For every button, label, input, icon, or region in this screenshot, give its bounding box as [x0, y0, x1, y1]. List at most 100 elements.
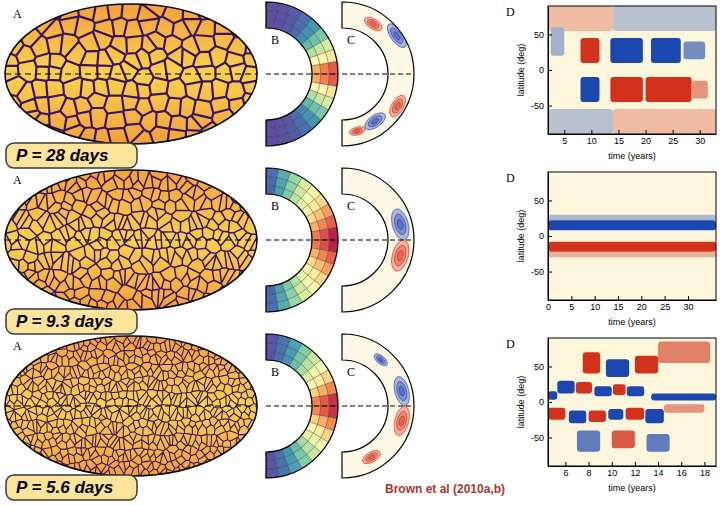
period-text: P = 5.6 days — [16, 478, 113, 497]
field-cell — [608, 409, 623, 420]
tick-label: 15 — [613, 302, 623, 312]
shell-band — [328, 406, 338, 419]
field-cell — [651, 393, 716, 400]
downflow-lanes — [0, 165, 262, 315]
tick-mark — [658, 462, 659, 466]
field-cell — [548, 215, 716, 221]
tick-mark — [589, 462, 590, 466]
field-cell — [645, 409, 664, 423]
tick-label: 0 — [539, 397, 544, 407]
shell-band — [266, 351, 275, 360]
field-cell — [627, 386, 644, 396]
tick: -50 — [531, 267, 552, 277]
y-axis: -50050 — [531, 173, 552, 301]
plot-area — [548, 338, 716, 466]
field-contour — [375, 354, 386, 365]
shell-band — [320, 63, 329, 74]
period-label: P = 28 days — [6, 143, 137, 168]
tick-mark — [618, 296, 619, 300]
field-cell — [548, 252, 716, 258]
panel-letter: B — [271, 33, 279, 47]
field-contour — [396, 219, 404, 231]
period-text: P = 28 days — [16, 146, 108, 165]
tick-mark — [704, 462, 705, 466]
panel-letter: C — [347, 365, 355, 379]
tick: 50 — [534, 30, 552, 40]
shell-outline — [266, 334, 338, 478]
plot-frame — [548, 338, 716, 466]
tick-label: 20 — [637, 302, 647, 312]
field-cell — [548, 242, 716, 252]
tick-mark — [548, 272, 552, 273]
rotation-profile — [266, 168, 338, 312]
field-contour — [392, 31, 401, 41]
credit: Brown et al (2010a,b) — [385, 482, 505, 496]
field-cell — [569, 411, 586, 424]
field-contour — [395, 380, 409, 401]
tick-mark — [635, 462, 636, 466]
plot-area — [548, 172, 716, 300]
x-axis: 051015202530 — [546, 296, 717, 312]
shell-band — [266, 136, 279, 146]
shell-band — [266, 334, 279, 344]
field-cell — [612, 430, 635, 448]
tick-mark — [548, 34, 552, 35]
tick: 6 — [563, 462, 568, 478]
panel-letter: C — [347, 199, 355, 213]
tick: 10 — [590, 296, 600, 312]
field-contour — [349, 125, 367, 137]
field-contour — [362, 14, 384, 33]
shell-band — [266, 302, 279, 312]
shell-band — [328, 393, 338, 406]
field-cell — [577, 430, 600, 451]
equator-line — [342, 406, 414, 407]
tick-label: 14 — [654, 468, 664, 478]
panel-letter: A — [13, 339, 22, 353]
panel-letter: D — [506, 5, 515, 19]
x-axis: 51015202530 — [549, 130, 717, 146]
shell-band — [328, 74, 338, 87]
field-contour — [366, 18, 381, 31]
field-contour — [360, 448, 382, 467]
field-contour — [368, 454, 375, 460]
shell-band — [311, 74, 320, 83]
shell-outline — [266, 2, 338, 146]
field-cell — [635, 356, 658, 374]
field-cell — [610, 77, 643, 102]
panel-letter: A — [13, 173, 22, 187]
tick-mark — [548, 200, 552, 201]
y-axis: -50050 — [531, 339, 552, 467]
field-cell — [613, 109, 716, 134]
field-contour — [394, 102, 401, 111]
tick-mark — [548, 236, 552, 237]
plot-frame — [548, 172, 716, 300]
panel-letter: D — [506, 337, 515, 351]
shell-band — [328, 61, 338, 74]
panel-letter: C — [347, 33, 355, 47]
panel-letter: D — [506, 171, 515, 185]
x-axis: 681012141618 — [549, 462, 717, 478]
tick: 30 — [683, 296, 693, 312]
axis-line — [549, 134, 717, 135]
map-outline — [5, 4, 257, 144]
tick-mark — [618, 130, 619, 134]
field-cell — [548, 391, 557, 400]
x-axis-title: time (years) — [608, 483, 656, 493]
field-contour — [398, 416, 405, 427]
field-contour — [372, 352, 389, 368]
x-axis-title: time (years) — [608, 151, 656, 161]
shell-band — [266, 168, 279, 178]
tick: 0 — [539, 65, 552, 75]
tick-label: 25 — [668, 136, 678, 146]
panel-letter: A — [13, 7, 22, 21]
field-cell — [646, 434, 669, 452]
tick-mark — [641, 296, 642, 300]
tick: 0 — [539, 397, 552, 407]
tick-label: -50 — [531, 433, 544, 443]
convection-map — [0, 331, 262, 481]
shell-band — [266, 2, 279, 12]
field-cell — [548, 220, 716, 230]
map-outline — [5, 170, 257, 310]
field-cell — [548, 408, 565, 420]
field-cell — [548, 6, 613, 31]
